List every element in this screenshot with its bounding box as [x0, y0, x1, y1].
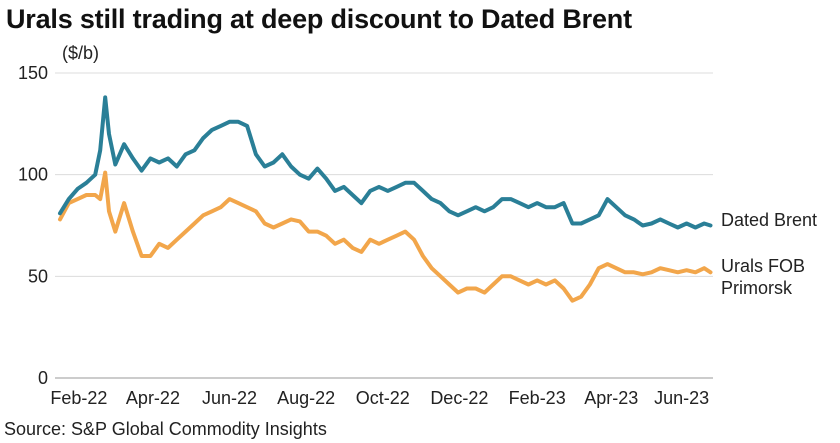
- chart-title: Urals still trading at deep discount to …: [6, 4, 632, 34]
- legend-urals-line: Urals FOB: [721, 256, 805, 276]
- x-tick-label: Feb-23: [509, 388, 566, 408]
- x-tick-label: Apr-23: [584, 388, 638, 408]
- series-lines: [58, 95, 713, 303]
- series-line-urals: [58, 170, 713, 303]
- x-tick-label: Jun-22: [202, 388, 257, 408]
- series-labels: Dated Brent Urals FOB Primorsk: [721, 210, 817, 298]
- x-tick-label: Apr-22: [126, 388, 180, 408]
- x-axis-ticks: Feb-22 Apr-22 Jun-22 Aug-22 Oct-22 Dec-22 Feb-…: [50, 388, 709, 408]
- x-tick-label: Feb-22: [50, 388, 107, 408]
- x-tick-label: Aug-22: [277, 388, 335, 408]
- y-tick-label: 100: [18, 165, 48, 185]
- y-tick-label: 50: [28, 266, 48, 286]
- y-tick-label: 0: [38, 368, 48, 388]
- x-tick-label: Oct-22: [356, 388, 410, 408]
- series-line-dated-brent: [58, 95, 713, 230]
- source-note: Source: S&P Global Commodity Insights: [4, 419, 327, 439]
- legend-urals-line: Primorsk: [721, 278, 793, 298]
- legend-urals: Urals FOB Primorsk: [721, 256, 805, 298]
- x-tick-label: Jun-23: [654, 388, 709, 408]
- legend-dated-brent: Dated Brent: [721, 210, 817, 230]
- y-tick-label: 150: [18, 63, 48, 83]
- gridlines: [55, 72, 713, 379]
- y-axis-unit: ($/b): [62, 43, 100, 63]
- y-axis-ticks: 0 50 100 150: [18, 63, 48, 388]
- x-tick-label: Dec-22: [430, 388, 488, 408]
